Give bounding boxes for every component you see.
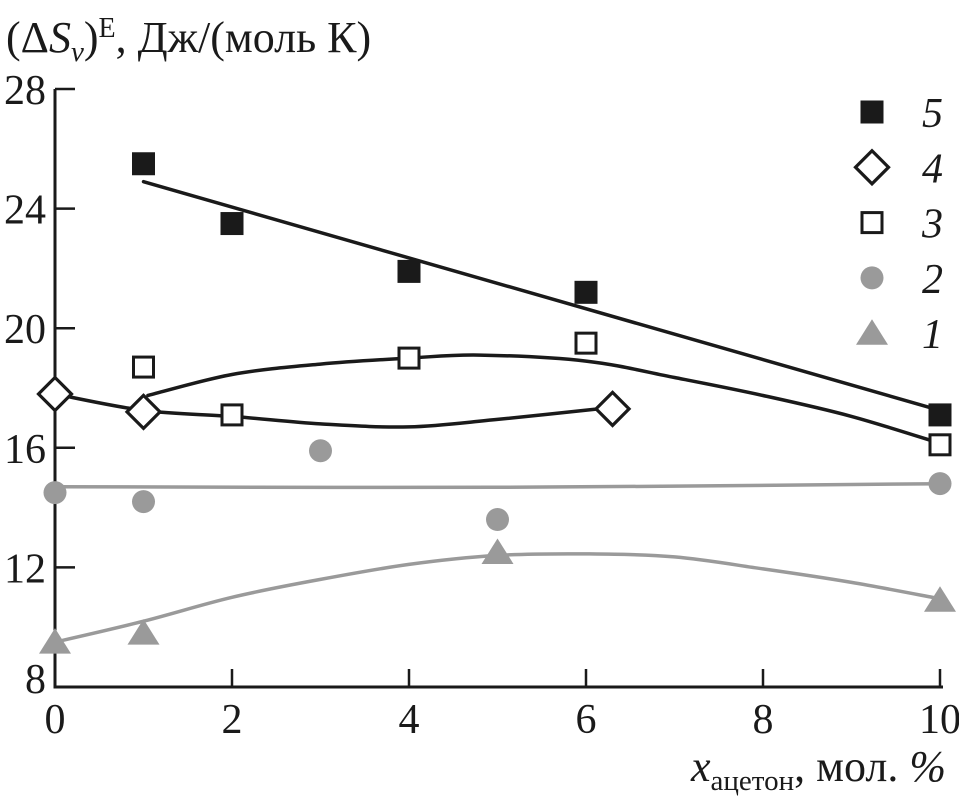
series-2-marker	[486, 508, 509, 532]
x-tick-label: 8	[753, 697, 774, 743]
legend-marker-4	[853, 148, 891, 187]
legend-label-3: 3	[921, 202, 943, 248]
legend-item-5: 5	[860, 91, 943, 137]
series-5-marker	[220, 212, 244, 236]
series-4-marker	[593, 390, 632, 428]
y-tick-label: 28	[4, 68, 46, 114]
legend-label-4: 4	[922, 146, 943, 192]
series-5-marker	[132, 152, 155, 176]
trend-line-series-1	[53, 552, 942, 644]
series-3-marker	[132, 355, 155, 379]
legend-marker-3	[860, 211, 884, 235]
legend-marker-1	[856, 319, 888, 345]
series-1-marker	[481, 538, 514, 564]
series-5-marker	[574, 280, 598, 304]
series-2-marker	[928, 472, 952, 496]
y-tick-label: 20	[4, 307, 46, 353]
x-axis-label: xацетон, мол. %	[690, 742, 946, 797]
series-1-marker	[924, 586, 956, 612]
trend-line-series-2	[53, 481, 942, 490]
series-1-marker	[127, 619, 160, 645]
y-tick-label: 16	[4, 427, 46, 473]
y-tick-label: 24	[4, 188, 46, 234]
x-tick-label: 0	[45, 697, 66, 743]
series-1-marker	[39, 628, 71, 654]
series-3-marker	[220, 403, 244, 427]
legend-label-2: 2	[922, 257, 943, 303]
x-tick-label: 6	[576, 697, 597, 743]
series-2-marker	[132, 490, 155, 514]
series-2-marker	[43, 481, 67, 505]
trend-line-series-5	[141, 179, 942, 413]
legend-item-2: 2	[860, 257, 943, 303]
y-tick-label: 8	[25, 657, 46, 703]
series-2-marker	[309, 439, 332, 463]
series-5-marker	[928, 403, 952, 427]
series-3-marker	[574, 331, 598, 355]
y-tick-label: 12	[4, 546, 46, 592]
trend-line-series-3	[146, 353, 942, 446]
axes	[53, 89, 943, 689]
series-5-marker	[397, 259, 421, 283]
series-3-marker	[397, 346, 421, 370]
legend-label-1: 1	[922, 312, 943, 358]
x-tick-label: 10	[919, 697, 959, 743]
y-axis-title: (ΔSν)E, Дж/(моль К)	[6, 13, 371, 68]
legend-item-3: 3	[860, 202, 943, 248]
x-tick-label: 2	[222, 697, 243, 743]
series-4-marker	[36, 375, 74, 413]
legend-item-1: 1	[856, 312, 943, 358]
legend-item-4: 4	[853, 146, 943, 192]
x-tick-label: 4	[399, 697, 420, 743]
series-3-marker	[928, 433, 952, 457]
series-4-marker	[124, 393, 163, 431]
legend-marker-5	[860, 100, 884, 124]
legend-label-5: 5	[922, 91, 943, 137]
legend-marker-2	[860, 266, 884, 290]
